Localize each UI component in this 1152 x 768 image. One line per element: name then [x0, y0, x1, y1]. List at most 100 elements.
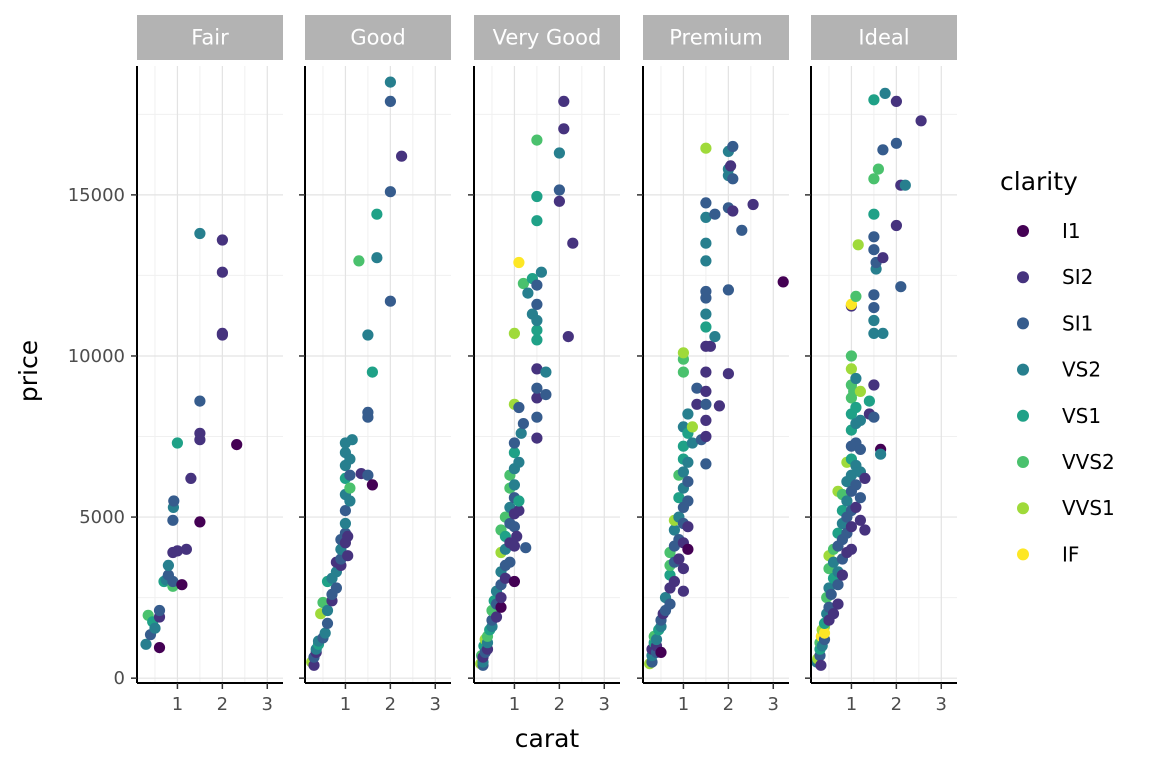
data-point	[344, 469, 356, 481]
legend-key	[1017, 409, 1029, 422]
data-point	[149, 622, 161, 634]
x-tick-label: 3	[936, 694, 947, 715]
facet-strip-label: Ideal	[858, 26, 909, 50]
data-point	[511, 530, 523, 543]
facet-panel-good: Good 1 2 3	[299, 15, 451, 715]
data-point	[879, 87, 891, 99]
data-points	[475, 95, 579, 671]
data-point	[162, 559, 174, 572]
data-point	[194, 427, 206, 439]
data-point	[508, 437, 520, 449]
legend-key	[1017, 363, 1029, 376]
legend-label: I1	[1062, 219, 1081, 243]
data-point	[677, 585, 690, 597]
data-point	[677, 440, 690, 452]
data-point	[531, 334, 543, 346]
data-point	[895, 281, 907, 293]
facet-strip-label: Fair	[191, 26, 229, 50]
data-point	[339, 505, 351, 517]
data-point	[677, 563, 690, 575]
facet-strip	[305, 15, 451, 60]
x-tick-label: 1	[678, 694, 689, 715]
data-point	[868, 94, 880, 106]
data-point	[915, 115, 927, 127]
data-point	[167, 514, 179, 526]
legend-label: IF	[1062, 542, 1079, 566]
data-point	[890, 219, 903, 232]
data-point	[691, 382, 703, 394]
data-point	[153, 642, 166, 654]
data-point	[868, 302, 880, 314]
data-point	[682, 543, 694, 555]
x-tick-label: 2	[723, 694, 734, 715]
data-point	[845, 469, 858, 481]
data-point	[513, 505, 525, 517]
legend-label: VVS1	[1062, 496, 1115, 520]
data-point	[777, 276, 789, 288]
data-point	[185, 472, 197, 484]
data-point	[691, 398, 703, 410]
data-point	[508, 540, 520, 552]
data-point	[508, 327, 520, 339]
legend-label: VS2	[1062, 358, 1101, 382]
data-point	[700, 237, 712, 249]
legend-title: clarity	[1000, 167, 1078, 196]
data-point	[682, 456, 694, 468]
facet-panel-very-good: Very Good 1 2 3	[468, 15, 620, 715]
legend-item: SI2	[1017, 265, 1093, 289]
data-point	[664, 598, 676, 610]
data-point	[825, 588, 837, 601]
data-point	[875, 448, 887, 460]
data-point	[366, 366, 378, 378]
gridlines	[137, 66, 283, 683]
legend-item: SI1	[1017, 311, 1093, 335]
data-point	[531, 382, 543, 394]
data-point	[194, 395, 206, 407]
data-point	[231, 439, 243, 451]
data-point	[344, 453, 356, 465]
data-point	[725, 160, 737, 172]
y-tick-label: 15000	[68, 185, 125, 206]
gridlines	[305, 66, 451, 683]
x-tick-label: 1	[340, 694, 351, 715]
data-point	[868, 314, 880, 327]
data-point	[677, 466, 690, 478]
y-tick-label: 5000	[79, 507, 125, 528]
data-point	[868, 289, 880, 301]
data-point	[508, 575, 520, 588]
data-point	[854, 514, 867, 526]
data-point	[194, 516, 206, 528]
x-tick-label: 3	[430, 694, 441, 715]
data-point	[319, 627, 331, 639]
data-point	[747, 198, 759, 211]
data-point	[700, 211, 712, 223]
facet-strip-label: Good	[350, 26, 405, 50]
data-point	[499, 572, 511, 584]
data-point	[859, 524, 871, 536]
data-point	[513, 495, 525, 507]
data-point	[852, 239, 864, 251]
data-point	[868, 173, 880, 185]
legend: clarity I1 SI2 SI1 VS2 VS1 VVS2 VVS1 IF	[1000, 167, 1115, 566]
x-tick-label: 1	[172, 694, 183, 715]
data-point	[845, 521, 858, 533]
data-point	[818, 627, 831, 639]
facet-panel-fair: Fair 1 2 3 0 5000 10000 15000	[68, 15, 283, 715]
data-points	[644, 140, 789, 670]
data-point	[490, 611, 503, 623]
data-point	[832, 598, 844, 610]
data-point	[700, 142, 712, 154]
data-point	[531, 215, 543, 227]
data-point	[736, 224, 748, 236]
data-point	[531, 314, 543, 327]
data-point	[553, 184, 566, 196]
data-point	[531, 392, 543, 404]
data-point	[508, 521, 520, 533]
data-point	[567, 237, 579, 249]
data-point	[722, 368, 735, 380]
data-point	[845, 363, 858, 375]
data-point	[371, 208, 383, 220]
legend-label: VS1	[1062, 404, 1101, 428]
data-point	[673, 492, 685, 504]
data-point	[342, 550, 354, 562]
